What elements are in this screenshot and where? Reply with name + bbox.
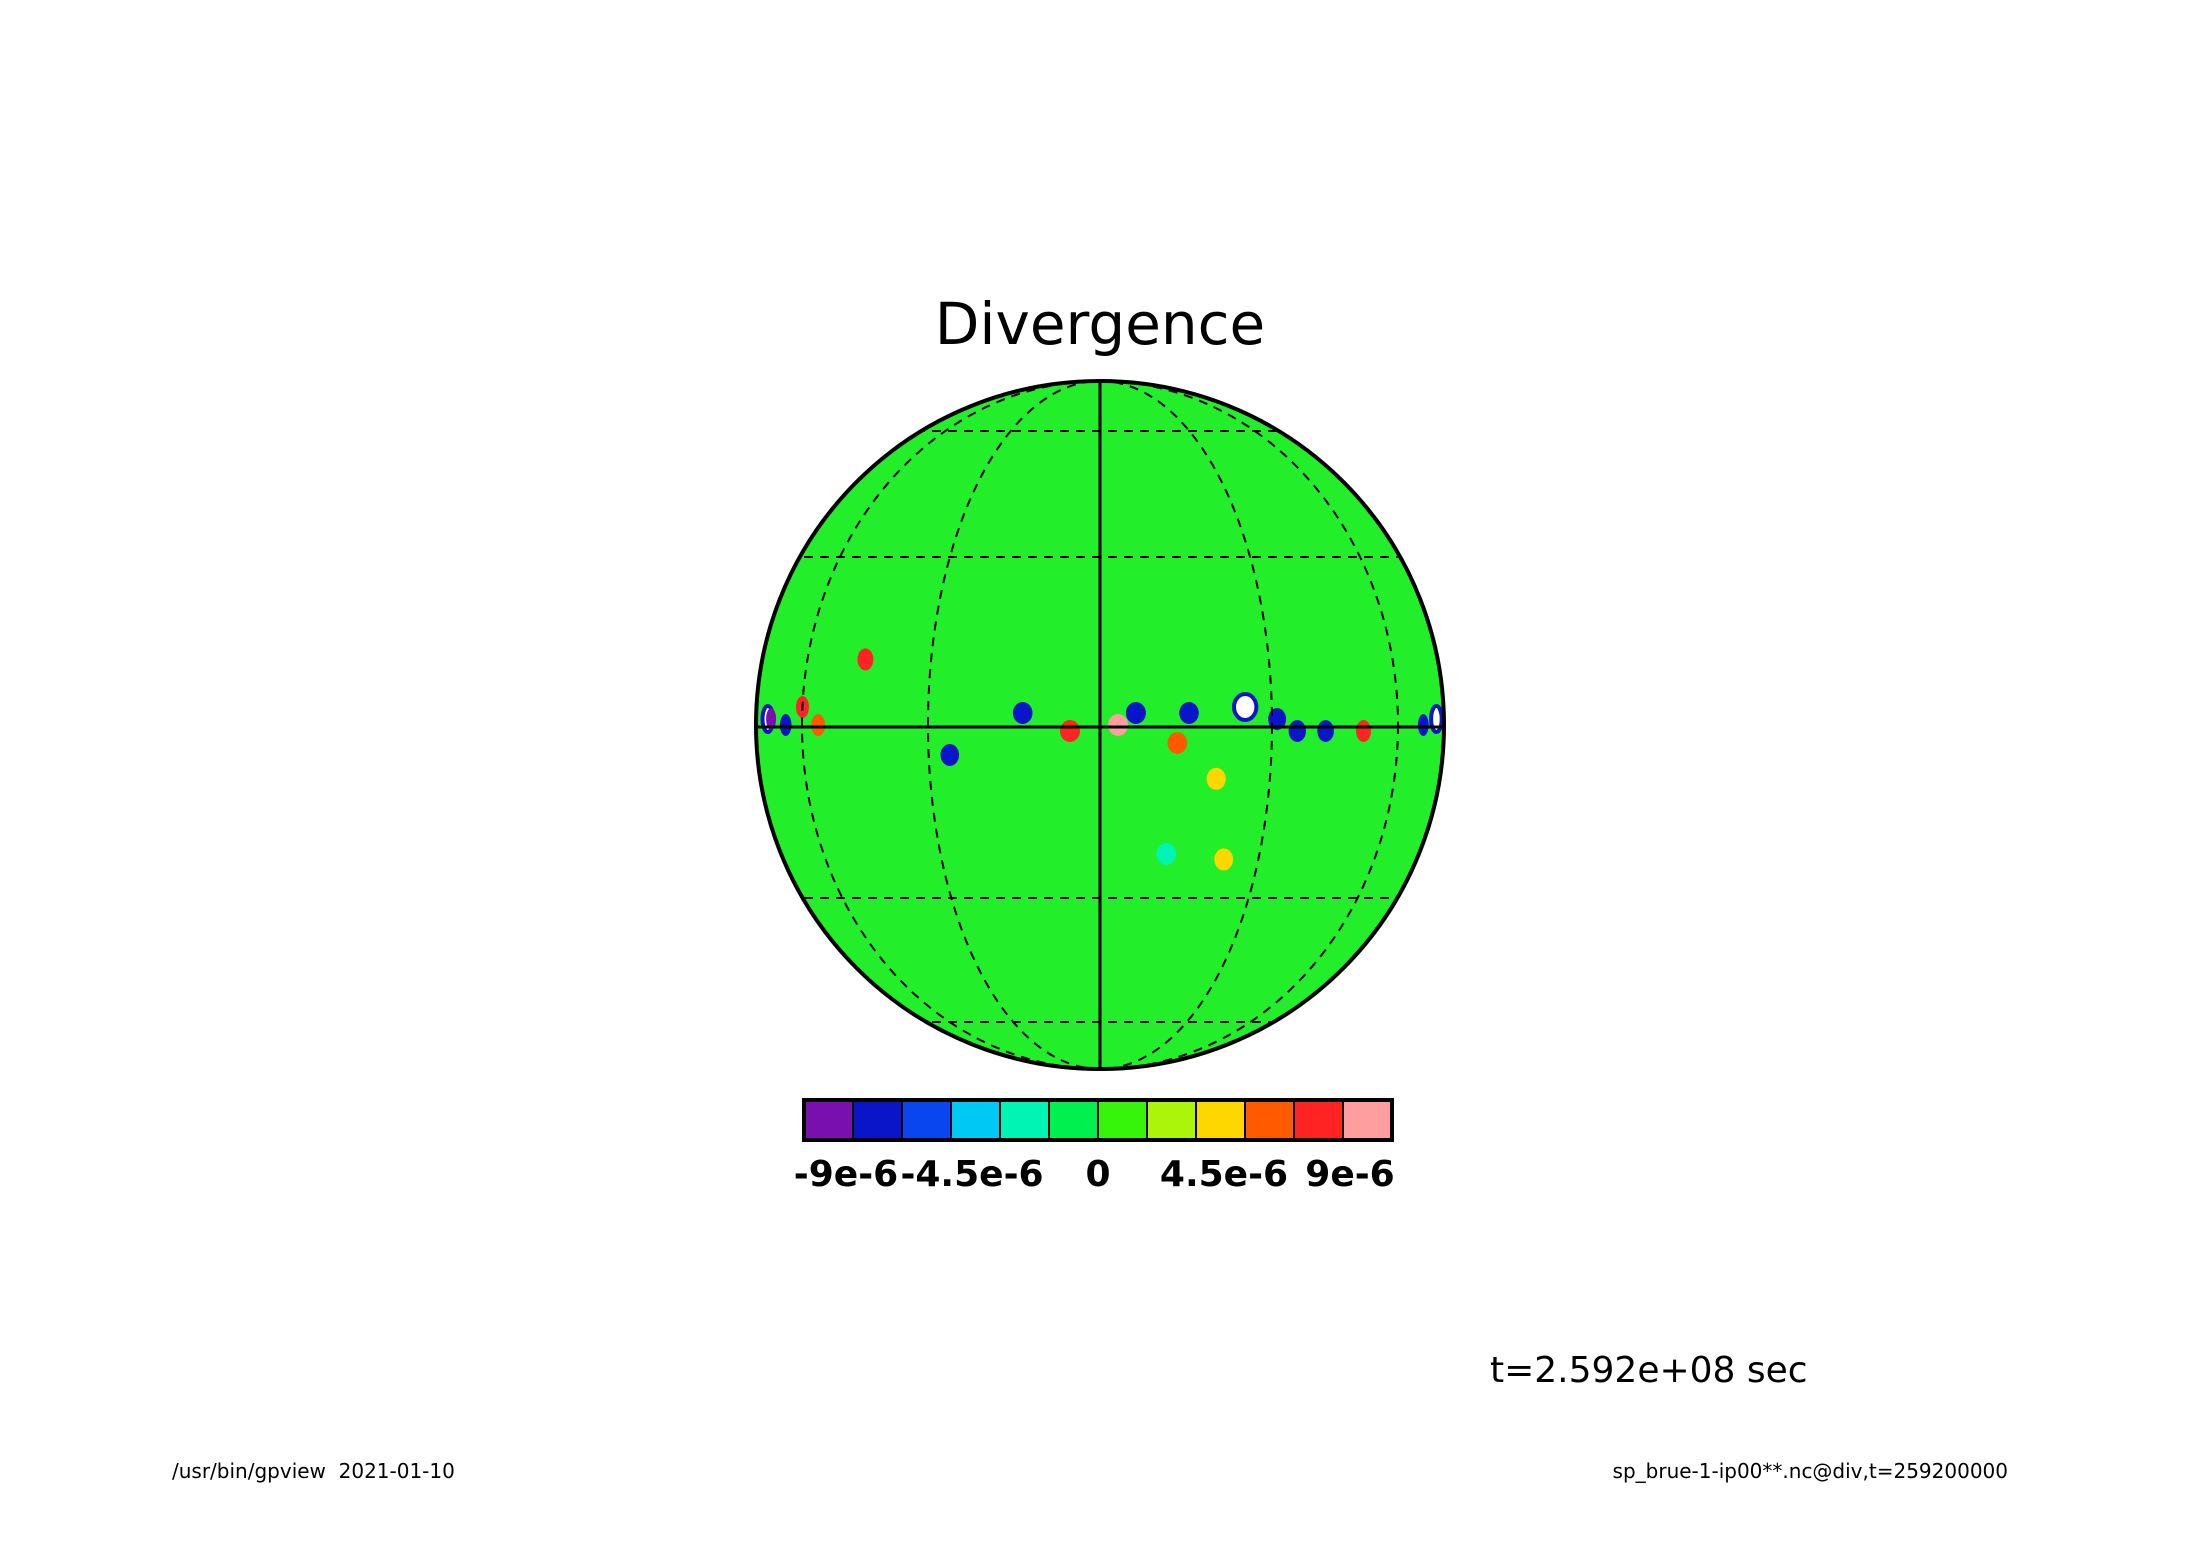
field-cell	[1108, 714, 1128, 736]
colorbar-tick-label: -9e-6	[794, 1154, 898, 1195]
colorbar-cell	[901, 1099, 952, 1141]
meridian-line	[927, 381, 1273, 1069]
field-cell	[1206, 767, 1226, 790]
field-cell	[1156, 842, 1177, 865]
field-cell	[779, 714, 792, 736]
footer-left: /usr/bin/gpview 2021-01-10	[172, 1459, 455, 1483]
field-cell	[1288, 720, 1307, 742]
colorbar-cell	[1097, 1099, 1148, 1141]
chart-title: Divergence	[935, 290, 1265, 358]
colorbar-tick-label: 0	[1085, 1154, 1110, 1195]
colorbar-tick-label: -4.5e-6	[900, 1154, 1043, 1195]
colorbar-frame	[802, 1098, 1394, 1142]
colorbar-cell	[1146, 1099, 1197, 1141]
colorbar-cell	[1195, 1099, 1246, 1141]
colorbar-cell	[852, 1099, 903, 1141]
field-cell	[1060, 720, 1080, 742]
field-cell	[1417, 714, 1429, 736]
colorbar-tick-label: 4.5e-6	[1160, 1154, 1288, 1195]
footer-right: sp_brue-1-ip00**.nc@div,t=259200000	[1613, 1459, 2008, 1483]
colorbar-tick-labels: -9e-6 -4.5e-6 0 4.5e-6 9e-6	[794, 1154, 1395, 1195]
field-cell	[1179, 702, 1199, 724]
colorbar-cell	[950, 1099, 1001, 1141]
field-cell	[1317, 720, 1334, 742]
colorbar-cell	[1244, 1099, 1295, 1141]
globe-outline	[754, 379, 1446, 1071]
colorbar-cell	[1048, 1099, 1099, 1141]
field-cell	[940, 744, 960, 766]
colorbar-cell	[1342, 1099, 1393, 1141]
field-cell	[1214, 848, 1234, 871]
field-cell	[1356, 720, 1371, 742]
field-cell	[811, 714, 826, 736]
field-cell	[1125, 702, 1146, 724]
globe	[754, 379, 1446, 1071]
field-cell	[1167, 732, 1188, 754]
field-cell	[766, 708, 777, 730]
time-label: t=2.592e+08 sec	[1490, 1350, 1808, 1391]
colorbar	[802, 1098, 1394, 1142]
colorbar-cell	[803, 1099, 854, 1141]
field-cell	[1012, 702, 1033, 724]
colorbar-cell	[1293, 1099, 1344, 1141]
field-cell	[1232, 692, 1259, 722]
field-cell	[857, 648, 874, 671]
meridian-line	[801, 381, 1399, 1069]
colorbar-tick-label: 9e-6	[1305, 1154, 1394, 1195]
colorbar-cell	[999, 1099, 1050, 1141]
